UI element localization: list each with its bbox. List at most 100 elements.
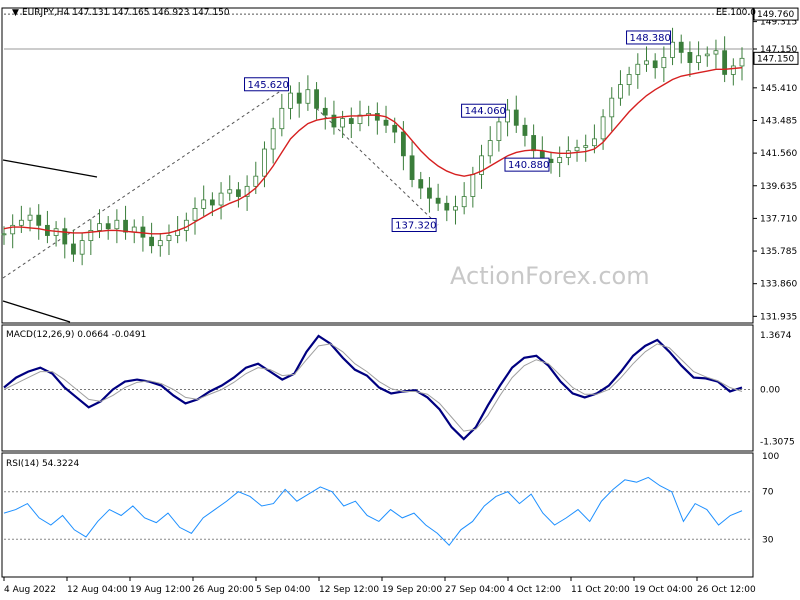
candle-body	[513, 109, 519, 126]
candle	[288, 85, 293, 120]
candle-body	[192, 207, 198, 221]
dashed-trend-down	[316, 107, 439, 226]
candle	[348, 107, 354, 139]
macd-signal-line	[3, 343, 743, 432]
price-y-tick-label: 149.315	[760, 18, 797, 28]
callout-label: 144.060	[465, 106, 506, 117]
candle	[140, 216, 146, 252]
candle-body	[314, 89, 319, 109]
price-callout: 137.320	[391, 218, 437, 233]
candle	[400, 121, 406, 171]
candle	[18, 205, 24, 233]
candle-body	[10, 224, 16, 235]
candle	[652, 53, 658, 79]
macd-line	[3, 334, 743, 441]
candle-body	[1, 233, 7, 236]
triangle-down-icon[interactable]: ▼	[12, 8, 19, 18]
price-y-tick-label: 137.710	[760, 214, 797, 224]
x-tick-label: 4 Aug 2022	[4, 585, 56, 595]
x-tick-label: 19 Sep 20:00	[382, 585, 442, 595]
candle-body	[565, 150, 571, 158]
candle	[218, 182, 224, 220]
top-value-badge: 149.760	[753, 7, 799, 21]
candle	[36, 204, 42, 240]
x-tick-label: 5 Sep 04:00	[256, 585, 311, 595]
candle	[409, 141, 415, 188]
candle-body	[626, 74, 632, 86]
macd-pane-frame	[1, 324, 754, 452]
candle-body	[236, 189, 241, 197]
candle-body	[635, 63, 641, 75]
candle	[678, 34, 684, 64]
candle-body	[218, 192, 224, 206]
trendline-upper	[2, 159, 98, 178]
candle-body	[288, 92, 293, 109]
candle	[661, 46, 667, 83]
candle-body	[427, 187, 432, 199]
axis-layer: 149.315 147.150 145.410 143.485 141.560 139.6…	[3, 7, 799, 595]
rsi-y-tick-label: 100	[762, 452, 779, 462]
candle	[670, 27, 675, 66]
candle-body	[270, 128, 276, 150]
candle	[583, 134, 589, 162]
candle	[123, 205, 128, 240]
candle	[644, 46, 649, 72]
callout-box	[244, 77, 290, 92]
candle-body	[279, 107, 285, 130]
candle	[62, 217, 68, 259]
candle	[513, 95, 519, 133]
candle	[131, 219, 137, 244]
last-price-badge: 147.150	[753, 51, 799, 65]
candle-body	[97, 223, 102, 231]
candle	[444, 195, 450, 222]
candle	[565, 136, 571, 166]
candle-body	[201, 199, 207, 209]
candle-body	[687, 51, 693, 63]
candle-body	[348, 118, 354, 125]
rsi-pane-frame	[1, 452, 754, 578]
candle-body	[592, 138, 597, 147]
candle-body	[678, 41, 684, 53]
candle-body	[392, 124, 398, 133]
callout-box	[391, 218, 437, 233]
macd-y-tick-label: -1.3075	[760, 437, 795, 447]
candle-body	[644, 60, 649, 65]
candle-body	[713, 50, 719, 55]
candle	[374, 102, 380, 135]
candle	[479, 144, 484, 189]
candle	[166, 224, 172, 256]
macd-y-tick-label: 0.00	[760, 385, 780, 395]
price-y-tick-label: 133.860	[760, 280, 797, 290]
price-y-tick-label: 135.785	[760, 247, 797, 257]
candle-body	[609, 97, 615, 118]
candle-body	[322, 107, 328, 116]
x-tick-label: 26 Oct 12:00	[697, 585, 756, 595]
price-layer: 145.620 137.320 144.060 140.880 148.380	[1, 13, 753, 323]
candle-body	[340, 118, 346, 128]
candle-body	[531, 135, 537, 152]
candle	[10, 214, 16, 249]
price-y-tick-label: 131.935	[760, 312, 797, 322]
candle-body	[262, 148, 267, 177]
callout-label: 145.620	[248, 80, 289, 91]
candle	[236, 182, 241, 208]
candle-body	[704, 53, 710, 57]
candle	[505, 99, 510, 137]
candle-body	[618, 84, 623, 99]
rsi-line	[3, 476, 743, 547]
candle	[244, 175, 250, 211]
candle-body	[444, 202, 450, 211]
candle-body	[730, 65, 736, 75]
candle-body	[244, 185, 250, 197]
price-callout: 148.380	[626, 30, 672, 45]
candle-body	[600, 116, 606, 140]
last-price-label: 147.150	[757, 54, 794, 64]
price-y-tick-label: 147.150	[760, 45, 797, 55]
candle-body	[71, 243, 76, 255]
price-pane-frame	[1, 7, 754, 324]
candle-body	[27, 214, 33, 221]
candle-body	[357, 114, 363, 125]
candle-body	[18, 219, 24, 226]
candle-body	[583, 145, 589, 148]
